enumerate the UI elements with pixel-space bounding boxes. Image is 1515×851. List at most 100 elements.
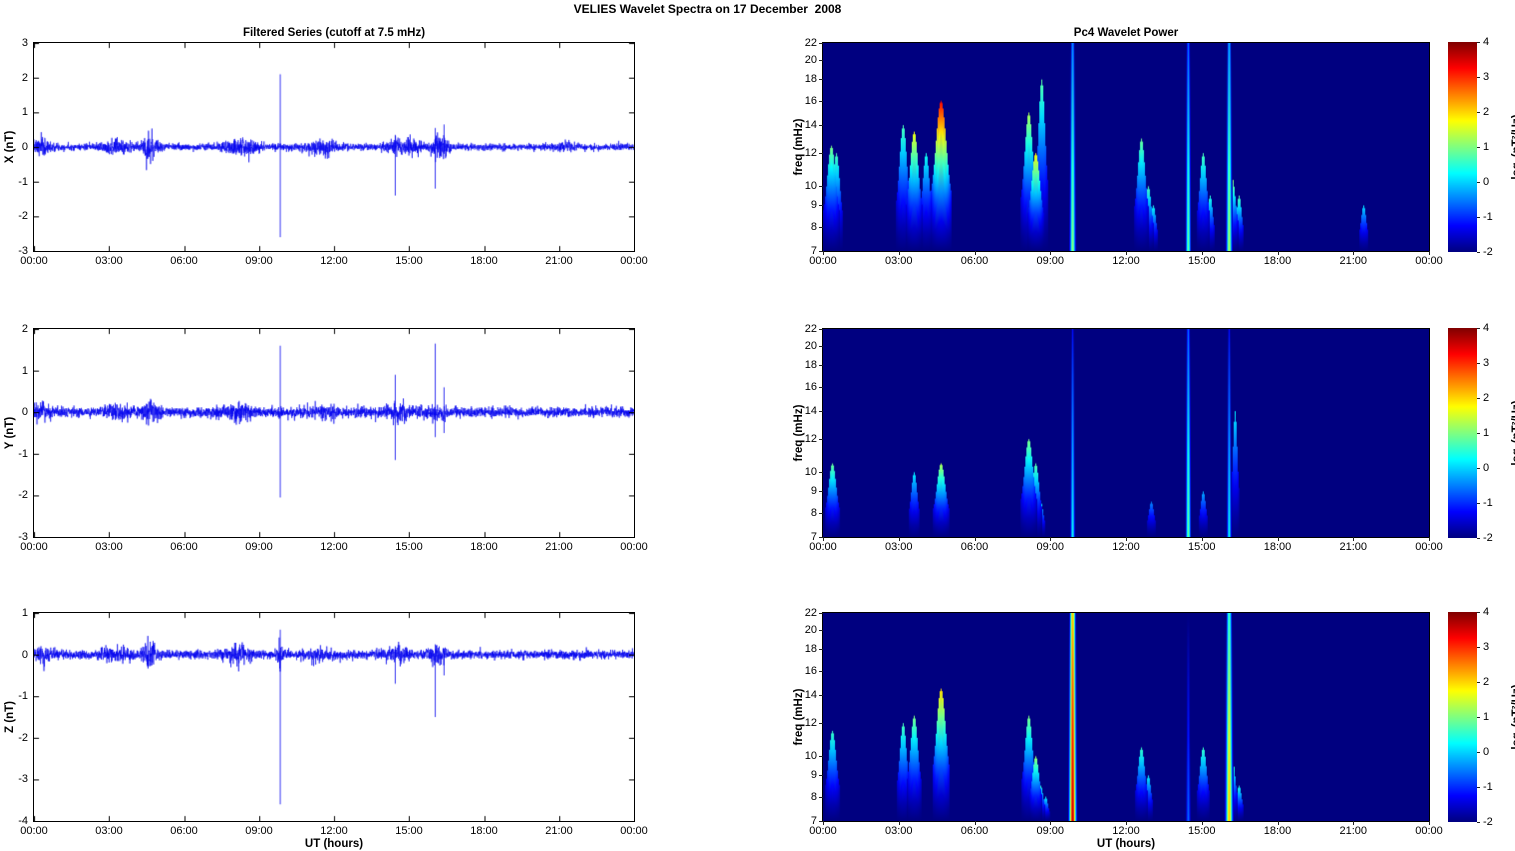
colorbar-tick-label: -2: [1483, 246, 1493, 258]
y-tick-mark: [819, 472, 823, 474]
x-tick-label: 21:00: [1339, 825, 1368, 837]
x-tick-label: 03:00: [95, 255, 123, 267]
x-tick-label: 06:00: [170, 255, 198, 267]
y-tick-label: 7: [810, 531, 817, 543]
colorbar-tick-label: 4: [1483, 322, 1490, 334]
x-tick-mark: [1429, 821, 1430, 825]
x-tick-mark: [1353, 537, 1355, 541]
colorbar-tick-mark: [1477, 467, 1480, 469]
x-tick-mark: [1050, 537, 1052, 541]
colorbar-tick-mark: [1477, 217, 1480, 218]
y-tick-label: 1: [21, 106, 28, 119]
x-tick-label: 00:00: [20, 825, 48, 837]
x-tick-label: 09:00: [1036, 825, 1065, 837]
y-tick-mark: [819, 365, 823, 367]
x-tick-label: 00:00: [620, 541, 648, 553]
x-tick-label: 00:00: [620, 825, 648, 837]
x-tick-mark: [1353, 251, 1355, 255]
y-tick-label: -1: [18, 175, 28, 188]
x-tick-mark: [1353, 821, 1355, 825]
colorbar-label: log₂(nT²/Hz): [1511, 114, 1515, 180]
y-tick-mark: [819, 775, 823, 777]
x-tick-label: 03:00: [884, 255, 913, 267]
x-tick-mark: [898, 537, 900, 541]
colorbar-label: log₂(nT²/Hz): [1511, 684, 1515, 750]
x-tick-mark: [1277, 821, 1279, 825]
colorbar-tick-mark: [1477, 42, 1480, 43]
panel-filtered-series-x: Filtered Series (cutoff at 7.5 mHz) X (n…: [4, 27, 648, 267]
x-tick-label: 03:00: [95, 541, 123, 553]
x-tick-label: 12:00: [320, 255, 348, 267]
colorbar-tick-label: 1: [1483, 427, 1490, 439]
x-tick-label: 18:00: [470, 541, 498, 553]
y-tick-mark: [819, 346, 823, 348]
x-tick-label: 21:00: [1339, 541, 1368, 553]
colorbar-tick-mark: [1477, 111, 1480, 113]
y-series-canvas: [34, 329, 634, 537]
y-tick-mark: [819, 411, 823, 413]
x-tick-label: 09:00: [245, 541, 273, 553]
y-tick-mark: [819, 43, 823, 44]
y-tick-label: 12: [804, 717, 817, 730]
x-axis-label: UT (hours): [304, 838, 364, 850]
colorbar-tick-label: 0: [1483, 175, 1490, 188]
y-tick-label: 12: [804, 147, 817, 160]
y-spectrogram-canvas: [823, 329, 1429, 537]
x-tick-label: 12:00: [320, 541, 348, 553]
y-tick-label: 20: [804, 340, 817, 353]
y-tick-label: 14: [804, 689, 817, 702]
y-tick-label: -1: [18, 690, 28, 703]
y-tick-label: 18: [804, 359, 817, 372]
colorbar-tick-label: 2: [1483, 675, 1490, 688]
y-tick-label: 3: [21, 37, 28, 49]
y-tick-label: 22: [804, 37, 817, 49]
x-tick-mark: [898, 251, 900, 255]
colorbar-tick-mark: [1477, 717, 1480, 718]
y-tick-label: 0: [21, 406, 28, 419]
x-tick-mark: [974, 251, 976, 255]
y-tick-label: 16: [804, 664, 817, 677]
y-tick-mark: [819, 226, 823, 228]
y-tick-label: -3: [18, 531, 28, 543]
y-axis-label-x-nt: X (nT): [4, 130, 16, 164]
x-tick-label: 12:00: [1112, 541, 1140, 553]
x-tick-label: 15:00: [1187, 825, 1216, 837]
y-tick-label: 12: [804, 433, 817, 446]
x-spectrogram-canvas: [823, 43, 1429, 251]
colorbar-tick-mark: [1477, 397, 1480, 399]
y-tick-label: 8: [810, 790, 817, 803]
y-tick-label: 0: [21, 648, 28, 661]
y-tick-mark: [819, 186, 823, 188]
x-tick-mark: [1201, 821, 1203, 825]
y-tick-mark: [819, 251, 823, 252]
colorbar-tick-mark: [1477, 681, 1480, 683]
y-tick-mark: [819, 821, 823, 822]
y-tick-mark: [819, 796, 823, 798]
x-tick-label: 18:00: [1263, 825, 1292, 837]
y-tick-label: 8: [810, 220, 817, 233]
y-tick-label: 22: [804, 607, 817, 619]
x-tick-mark: [1126, 537, 1127, 541]
x-tick-mark: [823, 251, 824, 255]
z-series-canvas: [34, 613, 634, 821]
panel-wavelet-power-y: freq (mHz) 22 20 18 16 14 12 10 9 8 7 00:00 03:00 0…: [793, 323, 1443, 553]
x-tick-label: 00:00: [1415, 541, 1443, 553]
y-tick-label: 14: [804, 119, 817, 132]
colorbar-gradient: [1448, 612, 1477, 822]
colorbar-tick-mark: [1477, 751, 1480, 753]
y-tick-label: 10: [804, 750, 817, 763]
z-spectrogram-canvas: [823, 613, 1429, 821]
panel-wavelet-power-x: Pc4 Wavelet Power freq (mHz) 22 20 18 16 14 1…: [793, 27, 1443, 267]
y-tick-mark: [819, 100, 823, 102]
x-tick-label: 00:00: [20, 541, 48, 553]
y-tick-label: 9: [810, 199, 817, 212]
colorbar-tick-mark: [1477, 181, 1480, 183]
x-tick-label: 00:00: [809, 255, 837, 267]
x-tick-mark: [1126, 821, 1127, 825]
colorbar-tick-mark: [1477, 252, 1480, 253]
x-tick-label: 18:00: [470, 825, 498, 837]
x-tick-mark: [1201, 251, 1203, 255]
y-tick-label: -2: [18, 489, 28, 502]
colorbar-y: 4 3 2 1 0 -1 -2 log₂(nT²/Hz): [1448, 322, 1515, 544]
